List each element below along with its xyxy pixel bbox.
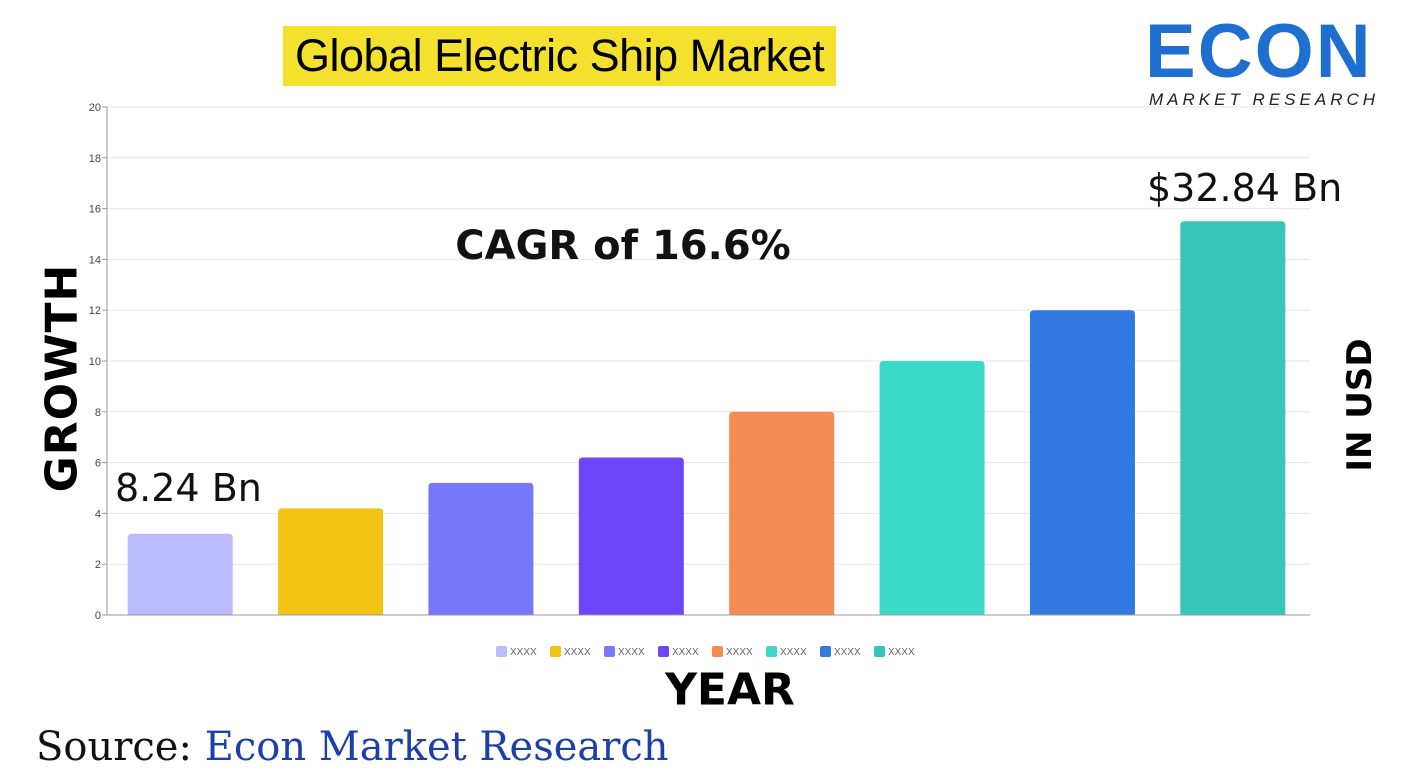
source-prefix: Source: [36,724,205,770]
legend-label: XXXX [888,647,915,658]
y-tick-label: 10 [89,356,101,368]
y-axis-label: GROWTH [36,263,88,493]
legend-swatch [604,646,615,657]
source-name[interactable]: Econ Market Research [204,724,669,770]
y-tick-label: 4 [95,508,101,520]
legend-swatch [820,646,831,657]
bar [879,361,985,615]
y-tick-label: 0 [95,610,101,622]
chart-title: Global Electric Ship Market [295,30,825,81]
legend-label: XXXX [780,647,807,658]
legend-swatch [766,646,777,657]
legend: XXXX XXXX XXXX XXXX XXXX XXXX XXXX XXXX [496,646,915,658]
axes [106,107,1310,616]
bar [578,457,684,615]
logo-wordmark: ECON [1145,9,1373,94]
legend-swatch [496,646,507,657]
legend-label: XXXX [618,647,645,658]
source-line: Source: Econ Market Research [36,724,669,770]
y-axis-unit-label: IN USD [1340,338,1380,472]
legend-label: XXXX [726,647,753,658]
y-tick-label: 2 [95,559,101,571]
legend-swatch [658,646,669,657]
x-axis-label: YEAR [665,664,795,716]
y-tick-label: 18 [89,153,101,165]
y-tick-label: 12 [89,305,101,317]
bar [278,508,384,615]
last-value-label: $32.84 Bn [1147,166,1343,210]
econ-logo: ECON MARKET RESEARCH [1145,14,1407,114]
y-tick-label: 8 [95,407,101,419]
bar [1029,310,1135,615]
bar [428,482,534,615]
y-tick-label: 20 [89,102,101,114]
cagr-annotation: CAGR of 16.6% [455,223,791,269]
first-value-label: 8.24 Bn [115,466,262,510]
legend-label: XXXX [672,647,699,658]
y-tick-label: 14 [89,254,101,266]
bar [1180,221,1286,616]
y-tick-label: 16 [89,204,101,216]
bars [127,221,1286,616]
logo-tagline: MARKET RESEARCH [1149,90,1380,109]
legend-label: XXXX [510,647,537,658]
legend-label: XXXX [564,647,591,658]
y-tick-label: 6 [95,458,101,470]
legend-swatch [712,646,723,657]
y-tick-labels: 0 2 4 6 8 10 12 14 16 18 20 [89,102,101,622]
bar [127,533,233,615]
legend-label: XXXX [834,647,861,658]
legend-swatch [550,646,561,657]
title-highlight: Global Electric Ship Market [283,26,837,86]
legend-swatch [874,646,885,657]
bar [729,411,835,615]
